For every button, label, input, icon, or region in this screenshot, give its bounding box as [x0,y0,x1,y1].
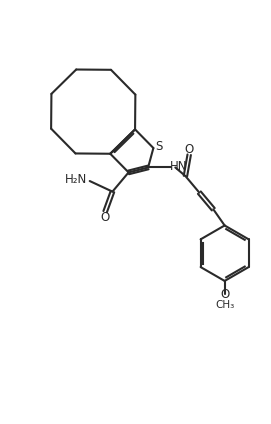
Text: O: O [185,143,194,156]
Text: O: O [220,288,229,301]
Text: HN: HN [170,160,188,173]
Text: O: O [100,211,109,224]
Text: S: S [156,140,163,153]
Text: H₂N: H₂N [65,173,87,186]
Text: CH₃: CH₃ [215,301,235,310]
